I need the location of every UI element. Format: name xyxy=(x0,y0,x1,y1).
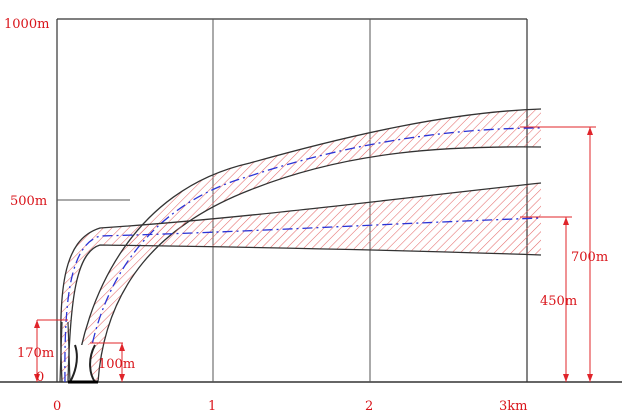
tower-plume-outer-edge xyxy=(74,108,542,383)
x-tick-1: 1 xyxy=(208,399,216,414)
y-tick-500m: 500m xyxy=(10,194,47,209)
stack-plume-centerline xyxy=(64,217,542,383)
y-tick-0: 0 xyxy=(36,370,44,385)
stack-plume-rise-label: 450m xyxy=(540,294,577,309)
tower-plume-band xyxy=(75,109,541,382)
dimension-arrows xyxy=(34,127,593,382)
tower-height-label: 100m xyxy=(98,357,135,372)
tower-plume-rise-label: 700m xyxy=(571,250,608,265)
tower-plume-inner-edge xyxy=(97,146,542,383)
x-tick-2: 2 xyxy=(365,399,373,414)
stack-plume-band xyxy=(60,183,541,382)
y-tick-1000m: 1000m xyxy=(4,17,49,32)
x-tick-0: 0 xyxy=(53,399,61,414)
tower-plume-centerline xyxy=(85,127,542,383)
chimney-stack xyxy=(59,321,71,383)
stack-plume-lower-edge xyxy=(67,244,542,383)
stack-height-label: 170m xyxy=(17,346,54,361)
stack-plume-upper-edge xyxy=(60,182,542,383)
x-tick-3km: 3km xyxy=(499,399,527,414)
